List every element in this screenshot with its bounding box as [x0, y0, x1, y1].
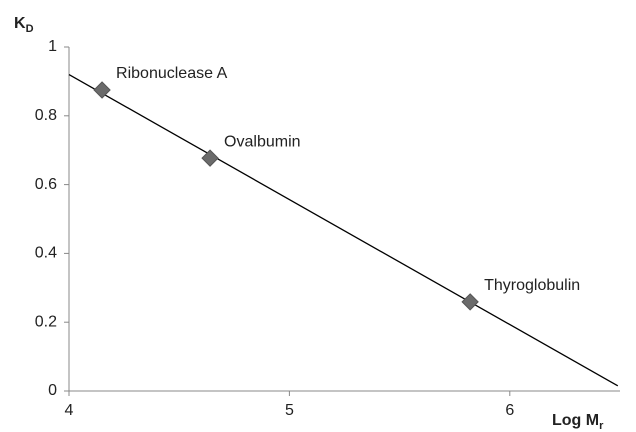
x-tick-label: 4 — [65, 402, 74, 419]
y-tick-label: 1 — [48, 38, 57, 55]
point — [201, 149, 219, 167]
point — [93, 81, 111, 99]
y-tick-label: 0.2 — [35, 313, 57, 330]
point-label: Ovalbumin — [224, 133, 300, 150]
y-tick-label: 0.4 — [35, 245, 57, 262]
point-label: Thyroglobulin — [484, 277, 580, 294]
x-axis-label: Log Mr — [552, 412, 604, 432]
trendline — [68, 73, 619, 387]
y-tick-label: 0 — [48, 382, 57, 399]
x-axis-label-main: Log M — [552, 412, 599, 429]
y-tick-label: 0.8 — [35, 107, 57, 124]
x-tick-label: 5 — [285, 402, 294, 419]
point — [461, 293, 479, 311]
x-axis-label-sub: r — [599, 420, 604, 432]
point-label: Ribonuclease A — [116, 65, 228, 82]
y-axis-label-main: K — [14, 15, 26, 32]
y-tick-label: 0.6 — [35, 176, 57, 193]
y-axis-label-sub: D — [26, 23, 34, 35]
y-axis-label: KD — [14, 15, 34, 35]
x-tick-label: 6 — [505, 402, 514, 419]
